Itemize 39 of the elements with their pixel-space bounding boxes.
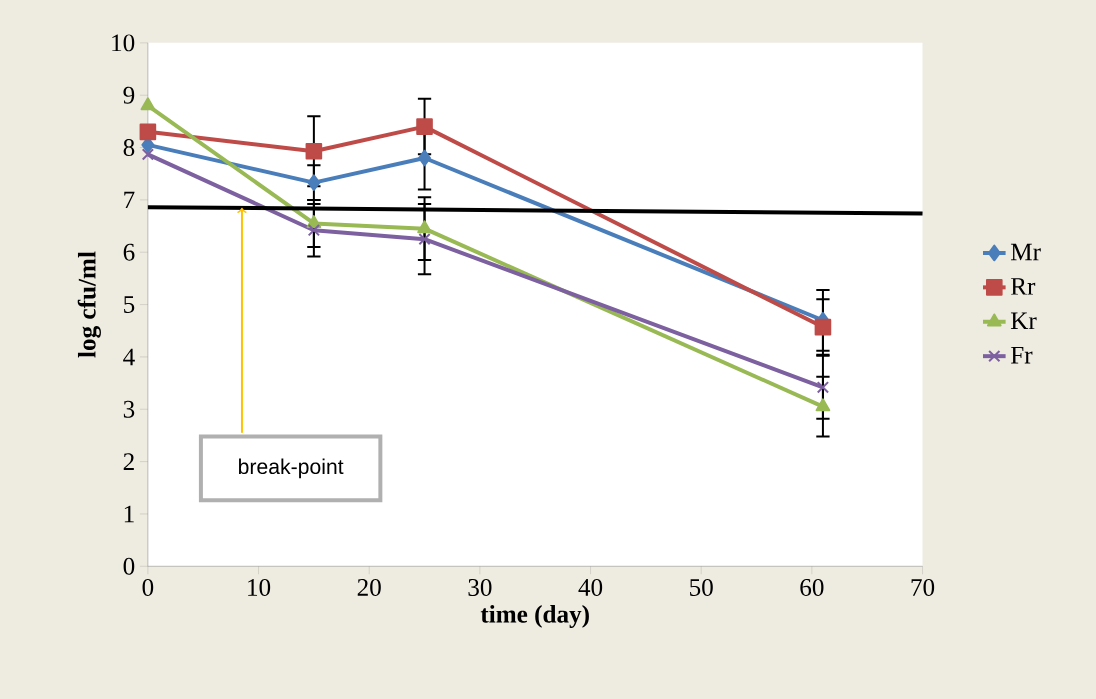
y-tick-label: 7 [124, 191, 135, 209]
legend-label: Rr [1010, 278, 1036, 295]
point [305, 142, 323, 160]
y-tick-label: 9 [123, 86, 135, 104]
legend-label: Fr [1010, 347, 1033, 364]
point [139, 123, 157, 141]
point [141, 148, 155, 161]
y-axis-title: log cfu/ml [77, 251, 101, 358]
x-tick-label: 10 [248, 579, 271, 596]
annotation: break-point [239, 458, 344, 479]
y-tick-label: 3 [123, 400, 135, 418]
point [418, 149, 432, 167]
y-tick-label: 0 [123, 557, 135, 575]
point [417, 220, 432, 234]
x-tick-label: 40 [578, 579, 603, 596]
point [307, 174, 321, 191]
x-tick-label: 60 [800, 579, 824, 596]
point [815, 398, 831, 412]
x-tick-label: 50 [690, 579, 713, 596]
y-tick-label: 5 [124, 296, 135, 313]
point [816, 381, 830, 394]
y-tick-label: 4 [123, 348, 135, 366]
y-tick-label: 10 [112, 34, 135, 52]
legend-label: Mr [1010, 243, 1041, 261]
x-tick-label: 70 [911, 579, 935, 596]
point [416, 118, 433, 135]
x-tick-label: 0 [142, 579, 154, 596]
y-tick-label: 2 [123, 453, 134, 470]
y-tick-label: 8 [123, 139, 135, 157]
point [814, 318, 832, 336]
y-tick-label: 6 [123, 243, 135, 261]
x-tick-label: 30 [468, 579, 492, 596]
point [307, 224, 321, 237]
legend-label: Kr [1010, 312, 1037, 330]
y-tick-label: 1 [124, 505, 134, 523]
point [140, 97, 156, 111]
point [418, 233, 431, 246]
x-axis-title: time (day) [480, 605, 589, 628]
x-tick-label: 20 [357, 579, 381, 596]
